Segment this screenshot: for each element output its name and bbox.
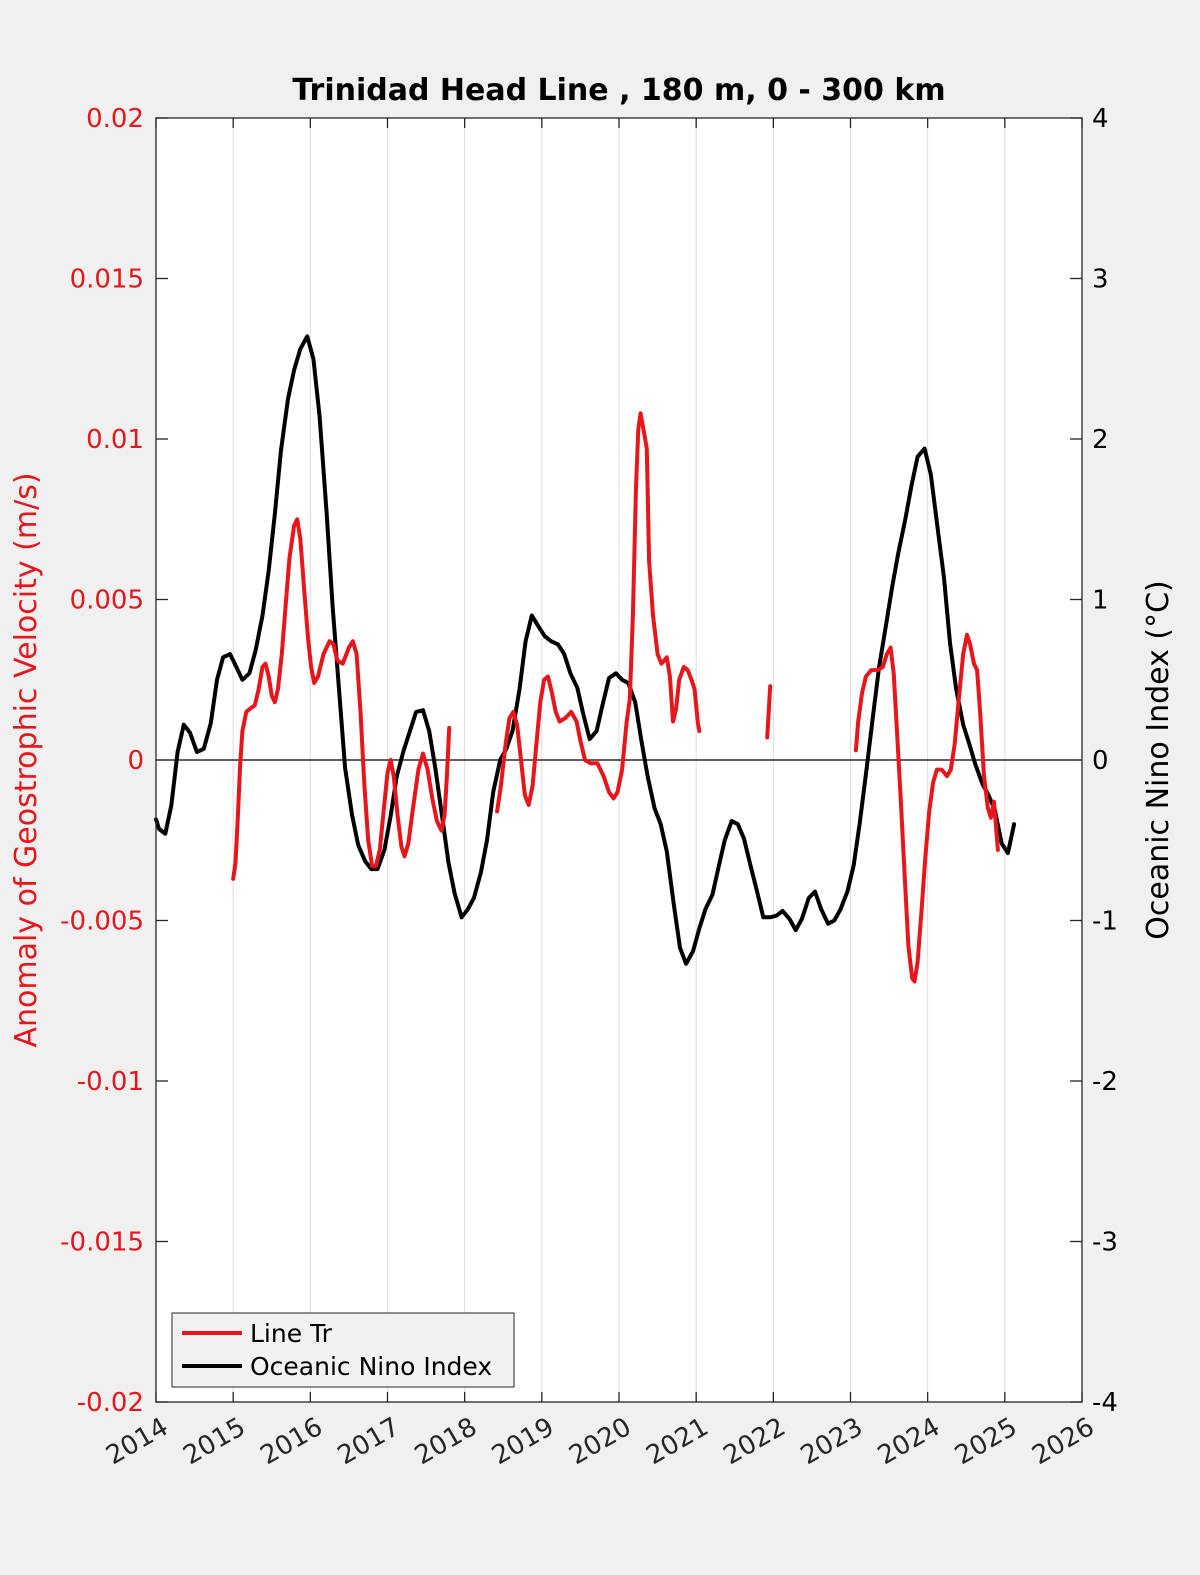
right-axis-ticks: -4 -3 -2 -1 0 1 2 3 4 bbox=[1070, 104, 1118, 1418]
x-tick-label: 2016 bbox=[256, 1412, 328, 1471]
y-left-tick-label: 0 bbox=[127, 746, 144, 776]
y-right-tick-label: -1 bbox=[1092, 907, 1118, 937]
x-tick-label: 2020 bbox=[564, 1412, 636, 1471]
x-tick-label: 2022 bbox=[719, 1412, 791, 1471]
legend: Line Tr Oceanic Nino Index bbox=[171, 1312, 515, 1388]
x-tick-label: 2025 bbox=[950, 1412, 1022, 1471]
series-line-oceanic-nino-index bbox=[154, 334, 1017, 966]
y-left-tick-label: 0.01 bbox=[86, 425, 144, 455]
x-tick-label: 2015 bbox=[178, 1412, 250, 1471]
series-line-line-tr-segment-2 bbox=[495, 411, 702, 814]
y-left-tick-label: 0.02 bbox=[86, 104, 144, 134]
y-left-tick-label: -0.005 bbox=[60, 907, 144, 937]
y-right-tick-label: 2 bbox=[1092, 425, 1109, 455]
y-left-tick-label: -0.01 bbox=[77, 1067, 144, 1097]
series-line-line-tr-segment-4 bbox=[853, 632, 1000, 984]
x-tick-label: 2023 bbox=[796, 1412, 868, 1471]
y-axis-left-label: Anomaly of Geostrophic Velocity (m/s) bbox=[9, 472, 44, 1047]
y-right-tick-label: -4 bbox=[1092, 1388, 1118, 1418]
y-right-tick-label: -2 bbox=[1092, 1067, 1118, 1097]
y-right-tick-label: 0 bbox=[1092, 746, 1109, 776]
legend-label-line-tr: Line Tr bbox=[250, 1319, 333, 1348]
x-tick-label: 2014 bbox=[101, 1412, 173, 1471]
x-tick-label: 2018 bbox=[410, 1412, 482, 1471]
y-left-tick-label: 0.015 bbox=[70, 265, 144, 295]
y-left-tick-label: 0.005 bbox=[70, 586, 144, 616]
x-tick-label: 2021 bbox=[641, 1412, 713, 1471]
series-line-line-tr-segment-1 bbox=[231, 517, 452, 881]
legend-box bbox=[171, 1312, 515, 1388]
chart-title: Trinidad Head Line , 180 m, 0 - 300 km bbox=[292, 73, 945, 108]
left-axis-ticks: -0.02 -0.015 -0.01 -0.005 0 0.005 0.01 0.015 0.0… bbox=[60, 104, 168, 1418]
x-tick-label: 2019 bbox=[487, 1412, 559, 1471]
series-line-line-tr-segment-3 bbox=[765, 684, 773, 740]
y-axis-right-label: Oceanic Nino Index (°C) bbox=[1141, 580, 1176, 940]
x-tick-label: 2026 bbox=[1027, 1412, 1099, 1471]
x-tick-label: 2017 bbox=[333, 1412, 405, 1471]
legend-label-oni: Oceanic Nino Index bbox=[250, 1352, 492, 1381]
y-left-tick-label: -0.015 bbox=[60, 1228, 144, 1258]
series-layer bbox=[154, 334, 1017, 984]
y-right-tick-label: 4 bbox=[1092, 104, 1109, 134]
y-right-tick-label: -3 bbox=[1092, 1228, 1118, 1258]
y-right-tick-label: 1 bbox=[1092, 586, 1109, 616]
y-left-tick-label: -0.02 bbox=[77, 1388, 144, 1418]
x-tick-label: 2024 bbox=[873, 1412, 945, 1471]
y-right-tick-label: 3 bbox=[1092, 265, 1109, 295]
